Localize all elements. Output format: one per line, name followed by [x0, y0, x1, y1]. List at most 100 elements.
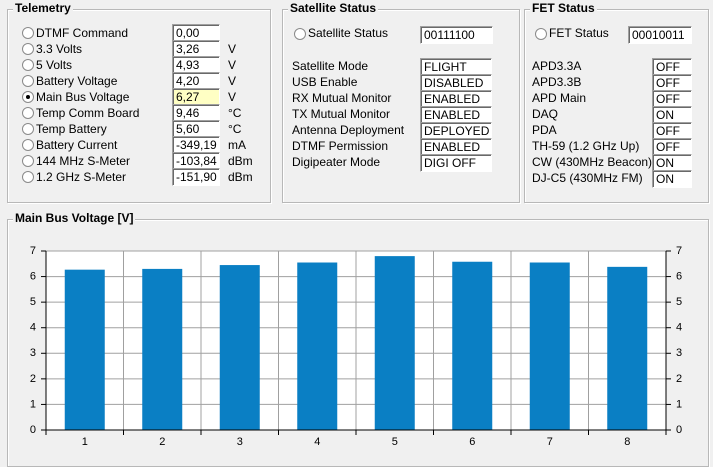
chart: 0 1 2 3 4 5 6 7 0 1 2 3 4 5 6 7 1 2 3 4 5 6 7 8 — [30, 245, 682, 448]
group-title: Telemetry — [13, 1, 73, 15]
status-field: DIGI OFF — [420, 154, 492, 172]
radio-button[interactable] — [22, 27, 34, 39]
option-label[interactable]: Satellite Status — [308, 26, 389, 40]
row-label: DAQ — [532, 107, 559, 121]
row-label: RX Mutual Monitor — [292, 91, 392, 105]
radio-button[interactable] — [22, 43, 34, 55]
x-tick-label: 5 — [392, 436, 398, 448]
x-tick-label: 7 — [547, 436, 553, 448]
row-label[interactable]: 144 MHz S-Meter — [36, 154, 131, 168]
row-label: DJ-C5 (430MHz FM) — [532, 171, 643, 185]
telemetry-group: Telemetry — [7, 1, 271, 203]
unit-label: °C — [228, 122, 242, 136]
bar — [374, 256, 415, 430]
unit-label: dBm — [228, 154, 253, 168]
group-title: Satellite Status — [288, 1, 379, 15]
status-field: OFF — [652, 138, 692, 156]
value-field: 6,27 — [172, 88, 220, 106]
row-label[interactable]: Temp Battery — [36, 122, 107, 136]
bar — [452, 261, 493, 430]
radio-button[interactable] — [22, 155, 34, 167]
y-tick-label: 5 — [30, 296, 36, 308]
row-label: APD Main — [532, 91, 587, 105]
y2-tick-label: 6 — [676, 270, 682, 282]
y2-tick-label: 3 — [676, 347, 682, 359]
bar — [219, 265, 260, 430]
y-tick-label: 0 — [30, 424, 36, 436]
bar — [529, 262, 570, 430]
radio-button[interactable] — [294, 28, 306, 40]
status-field: ENABLED — [420, 106, 492, 124]
bar — [607, 266, 648, 430]
status-field: FLIGHT — [420, 58, 492, 76]
x-tick-label: 3 — [237, 436, 243, 448]
x-tick-label: 4 — [314, 436, 320, 448]
row-label: TH-59 (1.2 GHz Up) — [532, 139, 640, 153]
y-tick-label: 1 — [30, 398, 36, 410]
row-label: USB Enable — [292, 75, 358, 89]
y-tick-label: 3 — [30, 347, 36, 359]
row-label: APD3.3A — [532, 59, 582, 73]
y-tick-label: 6 — [30, 270, 36, 282]
unit-label: V — [228, 58, 237, 72]
row-label: Satellite Mode — [292, 59, 369, 73]
x-tick-label: 2 — [159, 436, 165, 448]
satellite-group: Satellite Status — [282, 1, 520, 203]
row-label: Digipeater Mode — [292, 155, 381, 169]
chart-title: Main Bus Voltage [V] — [13, 211, 136, 225]
row-label[interactable]: 3.3 Volts — [36, 42, 83, 56]
row-label: APD3.3B — [532, 75, 582, 89]
row-label[interactable]: Battery Voltage — [36, 74, 118, 88]
row-label: DTMF Permission — [292, 139, 389, 153]
y2-tick-label: 2 — [676, 373, 682, 385]
y2-tick-label: 7 — [676, 245, 682, 257]
radio-button[interactable] — [22, 59, 34, 71]
value-field: -103,84 — [172, 152, 220, 170]
row-label[interactable]: Main Bus Voltage — [36, 90, 130, 104]
unit-label: V — [228, 74, 237, 88]
unit-label: V — [228, 42, 237, 56]
y-tick-label: 4 — [30, 322, 36, 334]
value-field: 0,00 — [172, 24, 220, 42]
value-field: 5,60 — [172, 120, 220, 138]
x-tick-label: 1 — [82, 436, 88, 448]
row-label: Antenna Deployment — [292, 123, 405, 137]
status-field: ON — [652, 170, 692, 188]
row-label[interactable]: Battery Current — [36, 138, 118, 152]
radio-button[interactable] — [22, 139, 34, 151]
x-tick-label: 6 — [469, 436, 475, 448]
radio-button[interactable] — [22, 171, 34, 183]
bar — [297, 262, 338, 430]
code-field: 00010011 — [628, 26, 692, 44]
row-label[interactable]: 1.2 GHz S-Meter — [36, 170, 127, 184]
row-label[interactable]: Temp Comm Board — [36, 106, 140, 120]
y2-tick-label: 4 — [676, 322, 682, 334]
status-field: ON — [652, 154, 692, 172]
radio-button[interactable] — [22, 107, 34, 119]
unit-label: dBm — [228, 170, 253, 184]
y-tick-label: 2 — [30, 373, 36, 385]
row-label: TX Mutual Monitor — [292, 107, 391, 121]
value-field: -151,90 — [172, 168, 220, 186]
status-field: OFF — [652, 122, 692, 140]
group-title: FET Status — [530, 1, 597, 15]
option-label[interactable]: FET Status — [549, 26, 609, 40]
row-label[interactable]: DTMF Command — [36, 26, 129, 40]
y2-tick-label: 0 — [676, 424, 682, 436]
radio-button[interactable] — [535, 28, 547, 40]
bar — [142, 268, 183, 430]
row-label: PDA — [532, 123, 557, 137]
unit-label: V — [228, 90, 237, 104]
code-field: 00111100 — [420, 26, 493, 44]
row-label[interactable]: 5 Volts — [36, 58, 73, 72]
radio-button[interactable] — [22, 123, 34, 135]
radio-button[interactable] — [22, 91, 34, 103]
radio-button[interactable] — [22, 75, 34, 87]
fet-group: FET Status — [524, 1, 709, 203]
unit-label: mA — [228, 138, 246, 152]
y-tick-label: 7 — [30, 245, 36, 257]
row-label: CW (430MHz Beacon) — [532, 155, 653, 169]
value-field: -349,19 — [172, 136, 220, 154]
value-field: 4,20 — [172, 72, 220, 90]
